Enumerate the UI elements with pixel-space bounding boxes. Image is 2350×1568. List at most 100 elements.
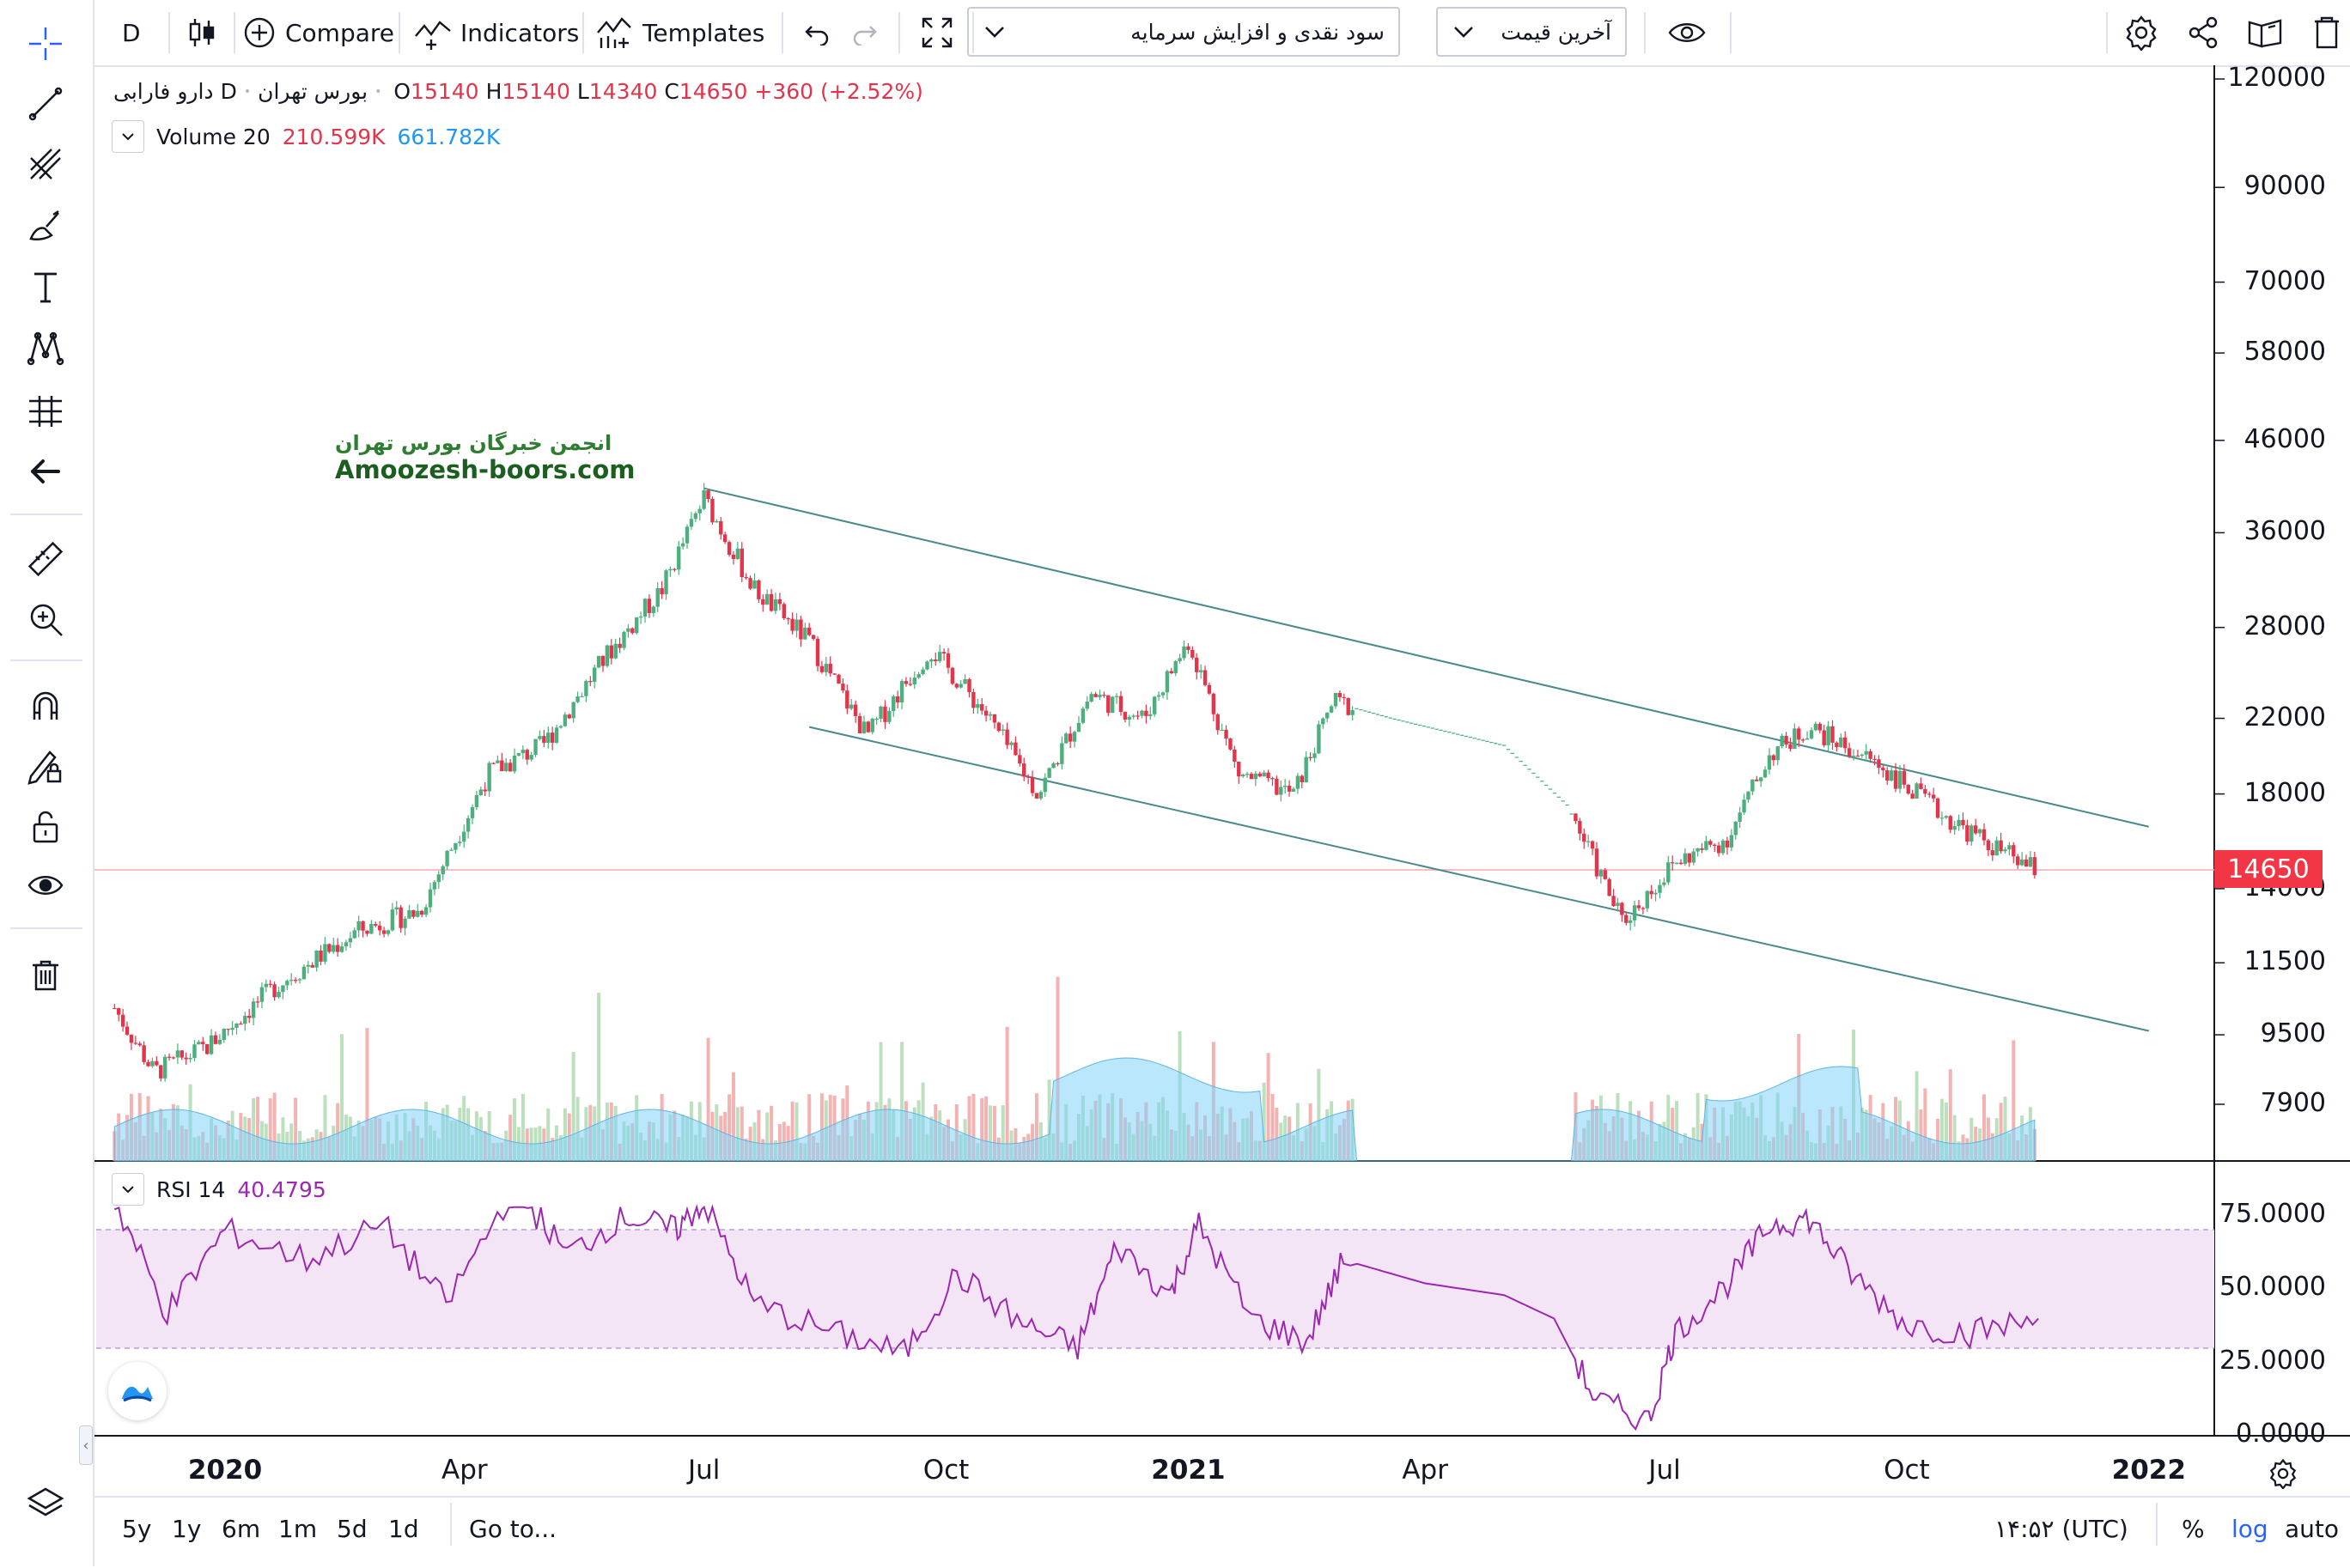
- candle-body: [374, 924, 378, 926]
- candle-body: [1851, 756, 1856, 757]
- log-scale-button[interactable]: log: [2231, 1515, 2268, 1543]
- range-button-5y[interactable]: 5y: [122, 1515, 152, 1543]
- share-icon[interactable]: [2173, 0, 2233, 65]
- candle-body: [1018, 755, 1022, 764]
- auto-scale-button[interactable]: auto: [2285, 1515, 2340, 1543]
- pattern-icon[interactable]: [19, 322, 72, 375]
- dot-separator: •: [243, 84, 252, 99]
- toolbar-divider: [582, 12, 584, 53]
- candle-body: [1915, 783, 1919, 799]
- channel-lower-line[interactable]: [808, 726, 2150, 1032]
- ruler-icon[interactable]: [19, 532, 72, 586]
- zoom-in-icon[interactable]: [19, 593, 72, 646]
- trash-icon[interactable]: [2297, 0, 2350, 65]
- candle-body: [1245, 774, 1250, 775]
- candle-body: [120, 1014, 125, 1027]
- candle-body: [971, 691, 976, 708]
- compare-button[interactable]: Compare: [242, 0, 394, 65]
- volume-ma-area: [113, 1057, 2036, 1162]
- time-axis-label: Jul: [1648, 1455, 1681, 1486]
- candle-body: [1653, 892, 1658, 895]
- settings-icon[interactable]: [2111, 0, 2171, 65]
- rsi-axis-label: 0.0000: [2236, 1419, 2326, 1449]
- goto-button[interactable]: Go to...: [469, 1515, 557, 1543]
- candle-body: [1923, 788, 1927, 794]
- trend-line-icon[interactable]: [19, 77, 72, 131]
- range-button-1m[interactable]: 1m: [278, 1515, 318, 1543]
- candle-body: [550, 732, 555, 743]
- candle-body: [1275, 778, 1279, 795]
- range-button-1d[interactable]: 1d: [388, 1515, 419, 1543]
- candle-body: [992, 714, 997, 723]
- volume-bar: [984, 1096, 989, 1161]
- candle-body: [647, 599, 652, 613]
- tradingview-logo-icon[interactable]: [108, 1362, 167, 1420]
- templates-button[interactable]: Templates: [596, 0, 764, 65]
- candle-body: [504, 763, 508, 772]
- snapshot-icon[interactable]: [2235, 0, 2295, 65]
- forecast-icon[interactable]: [19, 384, 72, 437]
- toolbar-divider: [10, 514, 82, 515]
- lock-icon[interactable]: [19, 799, 72, 852]
- candle-body: [731, 555, 736, 559]
- candle-body: [1839, 737, 1843, 747]
- redo-icon[interactable]: [840, 0, 893, 65]
- candle-body: [521, 750, 526, 754]
- candle-body: [500, 760, 504, 772]
- candle-body: [1531, 772, 1536, 775]
- clock-display[interactable]: ۱۴:۵۲ (UTC): [1994, 1515, 2128, 1543]
- candle-body: [815, 639, 820, 666]
- interval-button[interactable]: D: [122, 18, 141, 47]
- chevron-down-icon: [1454, 27, 1473, 38]
- fullscreen-icon[interactable]: [905, 0, 969, 65]
- magnet-icon[interactable]: [19, 678, 72, 732]
- volume-bar: [1952, 1115, 1957, 1161]
- open-label: O: [393, 79, 411, 104]
- range-button-5d[interactable]: 5d: [337, 1515, 368, 1543]
- candle-body: [722, 534, 728, 543]
- candle-body: [782, 604, 786, 619]
- collapse-toolbar-button[interactable]: ‹: [79, 1425, 93, 1465]
- pitchfork-icon[interactable]: [19, 137, 72, 191]
- back-arrow-icon[interactable]: [19, 445, 72, 498]
- candle-body: [1889, 770, 1894, 781]
- brush-icon[interactable]: [19, 199, 72, 252]
- candle-body: [1287, 786, 1292, 792]
- symbol-name[interactable]: دارو فارابی: [113, 79, 214, 104]
- candle-body: [1173, 660, 1178, 674]
- crosshair-icon[interactable]: [19, 17, 72, 70]
- dividends-dropdown[interactable]: سود نقدی و افزایش سرمایه: [967, 7, 1400, 57]
- range-button-6m[interactable]: 6m: [222, 1515, 261, 1543]
- collapse-legend-button[interactable]: [112, 1173, 144, 1206]
- layers-icon[interactable]: [19, 1477, 72, 1530]
- volume-bar: [819, 1093, 824, 1161]
- eye-icon[interactable]: [19, 859, 72, 912]
- price-axis-label: 120000: [2227, 63, 2326, 93]
- rsi-band: [96, 1230, 2214, 1348]
- candle-body: [1800, 739, 1805, 741]
- eye-icon[interactable]: [1653, 0, 1721, 65]
- candle-body: [799, 619, 803, 640]
- candles-icon[interactable]: [180, 0, 223, 65]
- lock-drawing-icon[interactable]: [19, 738, 72, 792]
- price-axis-label: 7900: [2260, 1088, 2326, 1118]
- trash-icon[interactable]: [19, 948, 72, 1001]
- price-type-dropdown[interactable]: آخرین قیمت: [1436, 7, 1627, 57]
- settings-icon[interactable]: [2259, 1449, 2307, 1498]
- collapse-legend-button[interactable]: [112, 120, 144, 153]
- candle-body: [609, 645, 614, 659]
- text-icon[interactable]: [19, 260, 72, 313]
- volume-bar: [1262, 1082, 1266, 1161]
- templates-icon: [597, 17, 631, 48]
- percent-scale-button[interactable]: %: [2182, 1515, 2205, 1543]
- range-button-1y[interactable]: 1y: [172, 1515, 202, 1543]
- channel-upper-line[interactable]: [703, 487, 2150, 828]
- indicators-button[interactable]: Indicators: [414, 0, 579, 65]
- candle-body: [622, 631, 626, 648]
- candle-body: [462, 831, 466, 842]
- time-axis-label: Oct: [1884, 1455, 1930, 1486]
- undo-icon[interactable]: [788, 0, 842, 65]
- candle-body: [411, 909, 416, 917]
- candle-body: [2015, 856, 2020, 866]
